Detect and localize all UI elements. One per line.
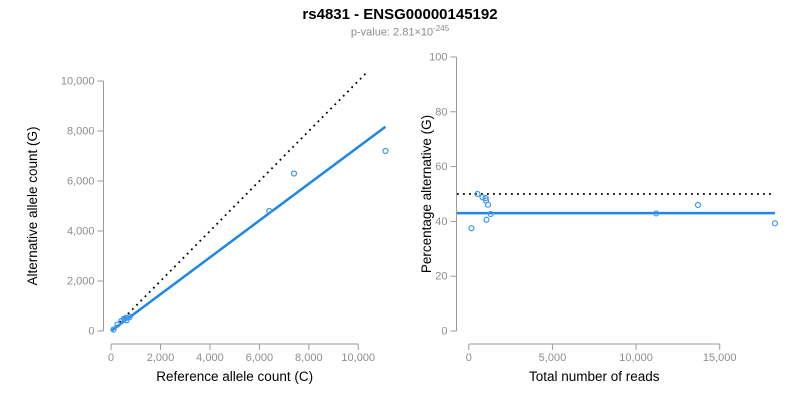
data-point	[694, 201, 702, 209]
x-tick-label: 4,000	[196, 352, 224, 364]
x-tick-label: 2,000	[147, 352, 175, 364]
y-tick-label: 0	[88, 326, 94, 338]
x-tick-label: 5,000	[539, 352, 567, 364]
plot-panel-2: 0 5,000 10,000 15,000 0 20 40 60 80 100 Total numb…	[419, 51, 779, 384]
data-point	[479, 194, 486, 201]
y-axis-title: Percentage alternative (G)	[419, 115, 434, 273]
y-tick-label: 4,000	[67, 226, 95, 238]
pvalue-text: p-value: 2.81×10	[350, 26, 434, 39]
data-point	[382, 147, 389, 155]
data-point	[771, 220, 779, 227]
plot-title: rs4831 - ENSG00000145192	[302, 6, 498, 23]
data-point	[123, 317, 130, 324]
plot-panel-1: 0 2,000 4,000 6,000 8,000 10,000 0 2,000 4,000 6,…	[25, 70, 389, 384]
plot-header: rs4831 - ENSG00000145192 p-value: 2.81×1…	[0, 0, 800, 39]
x-tick-label: 15,000	[703, 352, 737, 364]
x-tick-label: 6,000	[246, 352, 274, 364]
y-tick-label: 0	[441, 326, 447, 338]
y-tick-label: 40	[435, 216, 447, 228]
data-point	[290, 170, 298, 177]
x-tick-label: 0	[108, 352, 114, 364]
x-tick-label: 0	[466, 352, 472, 364]
data-point	[266, 207, 273, 215]
data-point	[474, 190, 481, 198]
y-tick-label: 60	[435, 161, 447, 173]
data-point	[653, 210, 660, 217]
x-axis-title: Reference allele count (C)	[156, 369, 313, 384]
y-tick-label: 2,000	[67, 276, 95, 288]
y-tick-label: 20	[435, 271, 447, 283]
identity-line	[110, 70, 369, 332]
x-axis-title: Total number of reads	[529, 369, 660, 384]
y-tick-label: 6,000	[67, 176, 95, 188]
data-point	[483, 216, 490, 223]
y-tick-label: 80	[435, 106, 447, 118]
x-tick-label: 10,000	[619, 352, 653, 364]
y-tick-label: 10,000	[61, 76, 95, 88]
x-tick-label: 8,000	[295, 352, 323, 364]
y-axis-title: Alternative allele count (G)	[25, 126, 40, 285]
data-point	[484, 201, 492, 208]
data-point	[487, 210, 494, 218]
y-tick-label: 8,000	[67, 126, 95, 138]
y-tick-label: 100	[429, 51, 447, 63]
data-point	[468, 225, 475, 232]
pvalue-exponent: -245	[433, 24, 450, 33]
pvalue-subtitle: p-value: 2.81×10-245	[0, 24, 800, 39]
regression-line	[110, 125, 387, 333]
data-point	[114, 321, 121, 328]
data-point	[110, 326, 117, 333]
data-point	[123, 314, 130, 321]
data-point	[482, 195, 489, 202]
x-tick-label: 10,000	[341, 352, 375, 364]
